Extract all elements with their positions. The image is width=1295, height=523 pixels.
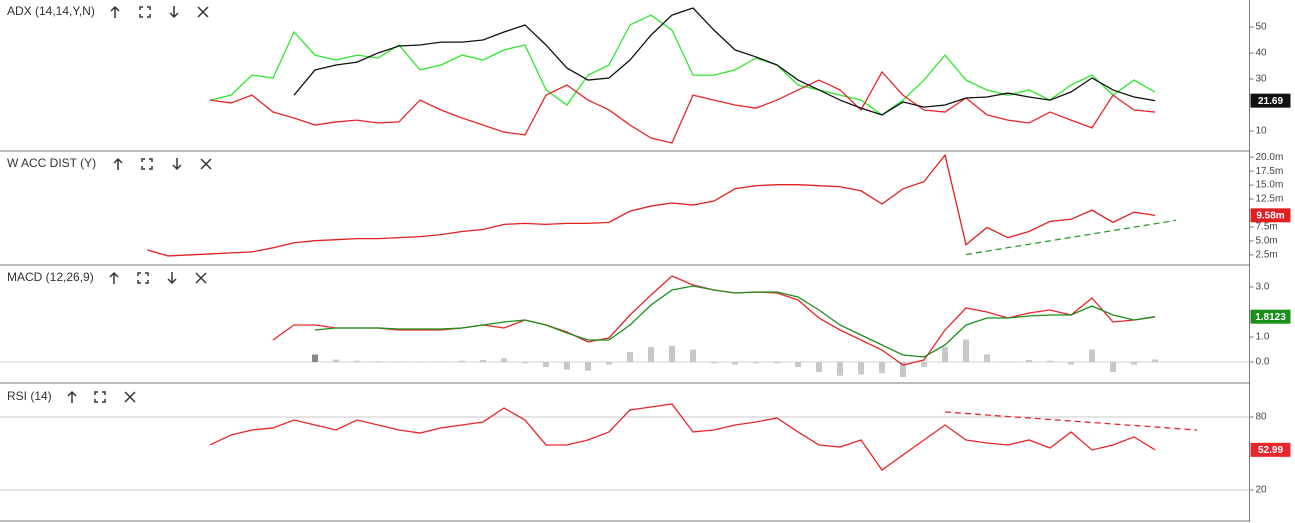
histogram-bar [606, 362, 612, 365]
histogram-bar [480, 360, 486, 362]
last-value-label: 52.99 [1258, 445, 1283, 456]
last-value-label: 21.69 [1258, 96, 1283, 107]
histogram-bar [690, 349, 696, 362]
maximize[interactable] [141, 158, 153, 170]
histogram-bar [333, 359, 339, 362]
histogram-bar [354, 360, 360, 362]
y-tick-label: 17.5m [1256, 166, 1284, 177]
y-tick-label: 80 [1256, 412, 1268, 423]
panel-title: W ACC DIST (Y) [7, 156, 96, 170]
series-line [209, 70, 1156, 144]
y-tick-label: 30 [1256, 74, 1268, 85]
close[interactable] [124, 391, 136, 403]
last-value-tag [1250, 93, 1291, 108]
y-tick-label: 3.0 [1256, 282, 1270, 293]
histogram-bar [753, 362, 759, 364]
histogram-bar [816, 362, 822, 372]
y-tick-label: 20 [1256, 485, 1268, 496]
histogram-bar [921, 362, 927, 367]
move-up[interactable] [67, 391, 77, 404]
histogram-bar [711, 362, 717, 364]
histogram-bar [900, 362, 906, 377]
histogram-bar [1131, 362, 1137, 365]
y-tick-label: 50 [1256, 22, 1268, 33]
histogram-bar [375, 361, 381, 362]
histogram-bar [879, 362, 885, 374]
histogram-bar [1110, 362, 1116, 372]
y-tick-label: 20.0m [1256, 152, 1284, 163]
move-down[interactable] [169, 5, 179, 18]
close[interactable] [200, 158, 212, 170]
maximize[interactable] [94, 391, 106, 403]
last-value-tag [1250, 309, 1291, 324]
y-tick-label: 10 [1256, 126, 1268, 137]
histogram-bar [312, 354, 318, 362]
last-value-label: 9.58m [1256, 210, 1284, 221]
trend-line [944, 411, 1198, 431]
maximize[interactable] [139, 6, 151, 18]
histogram-bar [858, 362, 864, 375]
y-tick-label: 7.5m [1256, 222, 1278, 233]
panel-title: MACD (12,26,9) [7, 270, 94, 284]
histogram-bar [1047, 360, 1053, 362]
move-up[interactable] [113, 158, 123, 171]
series-line [146, 153, 1156, 257]
maximize[interactable] [137, 272, 149, 284]
histogram-bar [1068, 362, 1074, 365]
trend-line [965, 219, 1177, 256]
histogram-bar [501, 358, 507, 362]
move-up[interactable] [109, 272, 119, 285]
histogram-bar [438, 361, 444, 362]
histogram-bar [942, 347, 948, 362]
histogram-bar [417, 362, 423, 363]
histogram-bar [732, 362, 738, 365]
panel-title: RSI (14) [7, 389, 52, 403]
histogram-bar [564, 362, 570, 370]
last-value-tag [1250, 442, 1291, 457]
histogram-bar [963, 339, 969, 362]
close[interactable] [195, 272, 207, 284]
histogram-bar [837, 362, 843, 376]
y-tick-label: 2.5m [1256, 249, 1278, 260]
series-line [314, 285, 1156, 358]
histogram-bar [774, 362, 780, 364]
move-down[interactable] [167, 271, 177, 284]
move-up[interactable] [110, 6, 120, 19]
histogram-bar [396, 362, 402, 363]
histogram-bar [795, 362, 801, 367]
close[interactable] [197, 6, 209, 18]
histogram-bar [984, 354, 990, 362]
histogram-bar [543, 362, 549, 367]
histogram-bar [627, 352, 633, 362]
move-down[interactable] [172, 157, 182, 170]
y-tick-label: 40 [1256, 48, 1268, 59]
series-line [209, 403, 1156, 471]
histogram-bar [1152, 359, 1158, 362]
histogram-bar [522, 362, 528, 364]
series-line [209, 14, 1156, 116]
histogram-bar [1005, 362, 1011, 363]
histogram-bar [1026, 360, 1032, 362]
y-tick-label: 5.0m [1256, 236, 1278, 247]
y-tick-label: 1.0 [1256, 332, 1270, 343]
y-tick-label: 15.0m [1256, 180, 1284, 191]
histogram-bar [648, 347, 654, 362]
histogram-bar [585, 362, 591, 371]
histogram-bar [669, 345, 675, 362]
y-tick-label: 12.5m [1256, 194, 1284, 205]
last-value-label: 1.8123 [1255, 312, 1286, 323]
series-line [293, 7, 1156, 116]
panel-title: ADX (14,14,Y,N) [7, 4, 95, 18]
histogram-bar [1089, 349, 1095, 362]
histogram-bar [459, 360, 465, 362]
last-value-tag [1250, 208, 1291, 223]
y-tick-label: 0.0 [1256, 357, 1270, 368]
